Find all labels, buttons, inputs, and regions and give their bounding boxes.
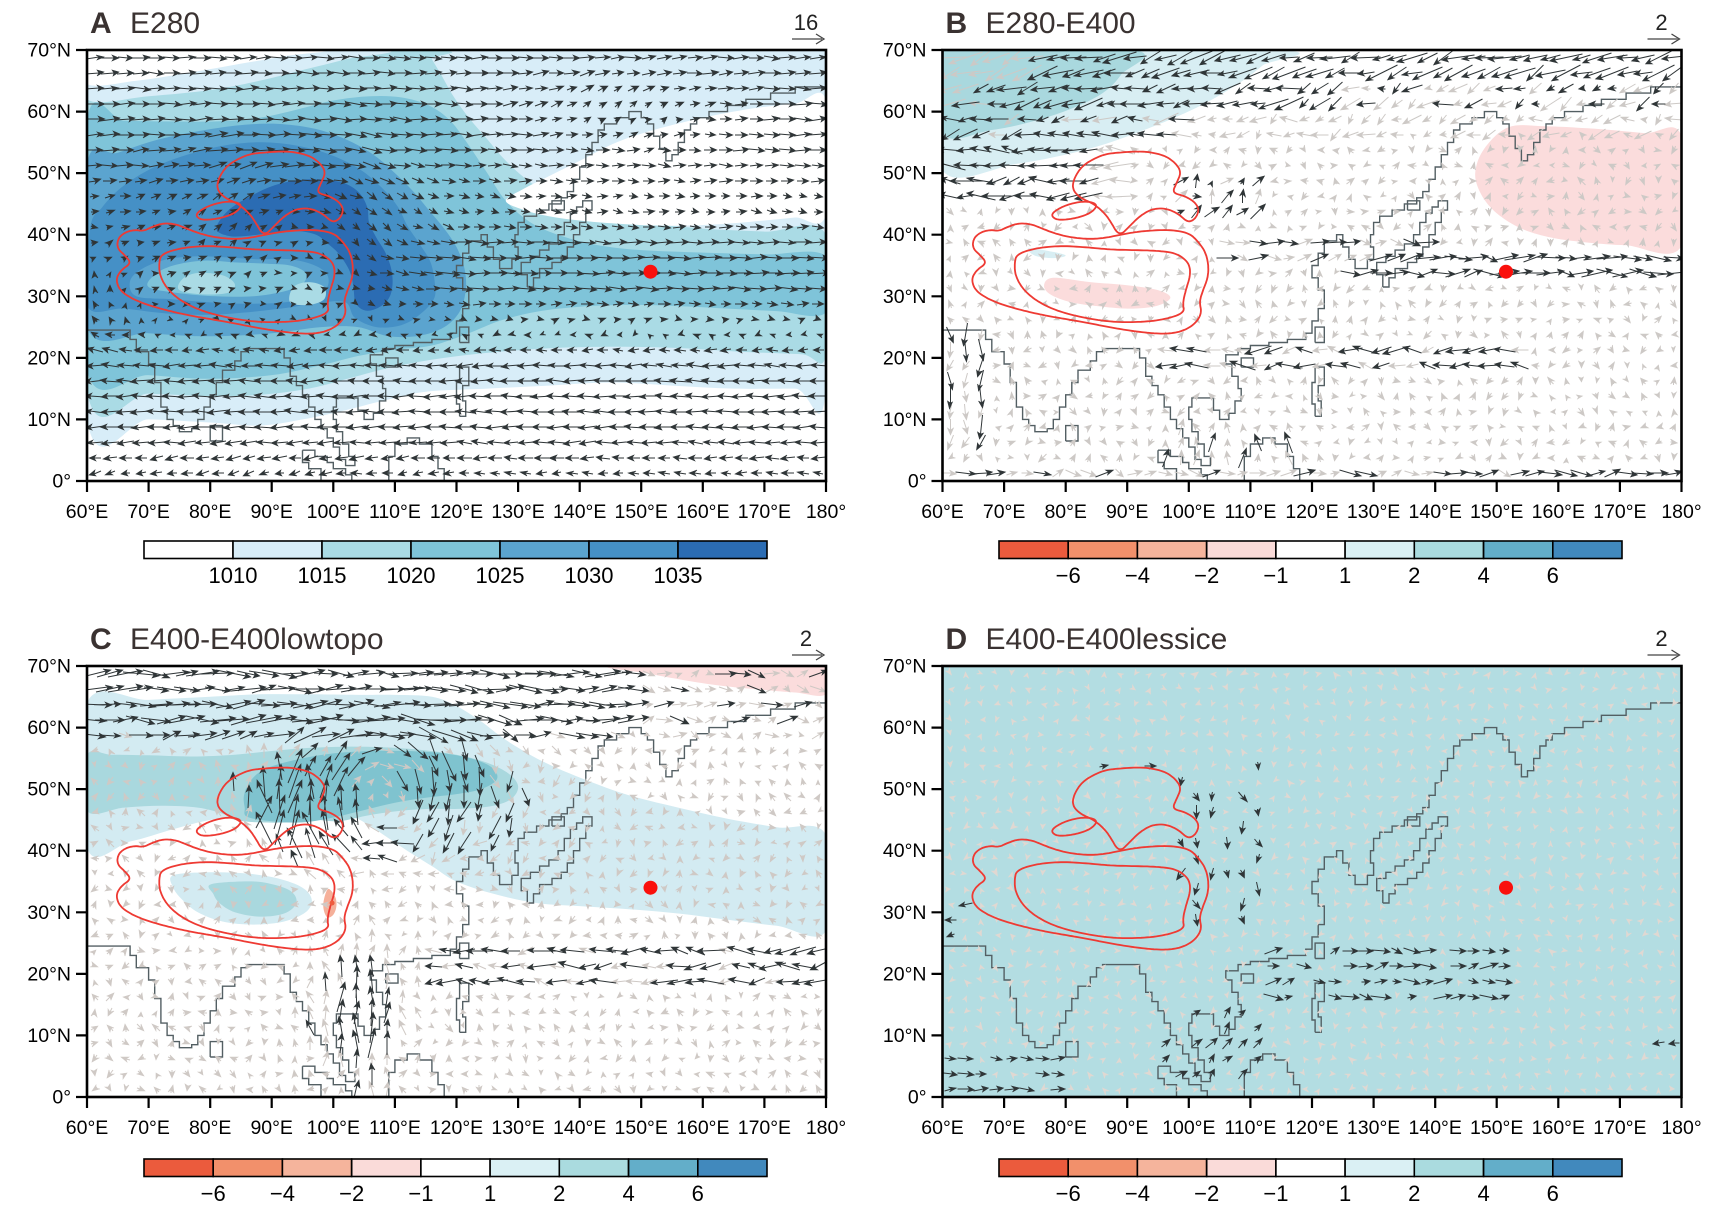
svg-text:1015: 1015: [298, 563, 347, 588]
svg-text:E400-E400lowtopo: E400-E400lowtopo: [130, 623, 384, 656]
svg-text:1030: 1030: [565, 563, 614, 588]
svg-text:2: 2: [800, 626, 812, 651]
svg-text:1020: 1020: [387, 563, 436, 588]
svg-text:E400-E400lessice: E400-E400lessice: [986, 623, 1228, 656]
svg-text:16: 16: [794, 10, 818, 35]
svg-text:1035: 1035: [654, 563, 703, 588]
svg-text:E280-E400: E280-E400: [986, 7, 1136, 40]
svg-text:A: A: [90, 7, 112, 40]
svg-text:1025: 1025: [476, 563, 525, 588]
svg-text:D: D: [946, 623, 968, 656]
svg-text:B: B: [946, 7, 968, 40]
svg-text:2: 2: [1655, 10, 1667, 35]
svg-text:1010: 1010: [209, 563, 258, 588]
svg-text:2: 2: [1655, 626, 1667, 651]
svg-text:C: C: [90, 623, 112, 656]
svg-text:E280: E280: [130, 7, 200, 40]
